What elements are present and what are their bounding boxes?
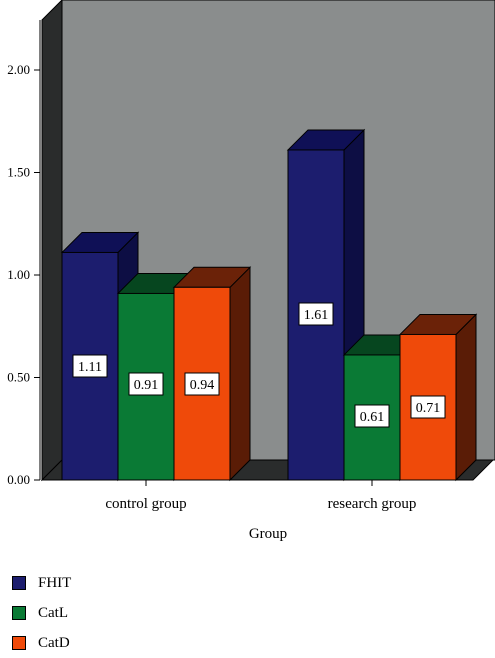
legend-swatch	[12, 576, 26, 590]
x-axis-title: Group	[249, 526, 287, 542]
y-tick-label: 2.00	[7, 62, 30, 77]
data-label: 1.61	[304, 308, 329, 323]
left-wall	[41, 0, 63, 482]
legend-swatch	[12, 606, 26, 620]
bar-side	[455, 313, 477, 482]
data-label-box	[128, 372, 164, 396]
y-tick-label: 1.00	[7, 267, 30, 282]
bar-catd-research: 0.71	[398, 313, 478, 482]
data-label: 1.11	[78, 360, 102, 375]
x-category-label: research group	[328, 496, 417, 512]
legend-item-catl: CatL	[12, 598, 71, 628]
data-label: 0.91	[134, 378, 159, 393]
data-label-box	[354, 404, 390, 428]
legend-item-fhit: FHIT	[12, 568, 71, 598]
legend-item-catd: CatD	[12, 628, 71, 658]
data-label: 0.61	[360, 410, 385, 425]
data-label-box	[184, 372, 220, 396]
bar-front	[117, 292, 175, 481]
data-label: 0.94	[190, 378, 215, 393]
data-label-box	[72, 354, 108, 378]
x-category-label: control group	[105, 496, 186, 512]
y-tick-label: 1.50	[7, 165, 30, 180]
bar-catd-control: 0.94	[172, 266, 252, 482]
y-tick-label: 0.00	[7, 472, 30, 487]
y-tick-label: 0.50	[7, 370, 30, 385]
data-label-box	[298, 302, 334, 326]
legend-label: CatD	[38, 634, 70, 651]
data-label: 0.71	[416, 401, 441, 416]
legend-label: FHIT	[38, 574, 72, 591]
bar-side	[229, 266, 251, 482]
data-label-box	[410, 395, 446, 419]
legend: FHIT CatL CatD	[12, 568, 71, 658]
legend-label: CatL	[38, 604, 68, 621]
bar-chart: 0.00 0.50 1.00 1.50 2.00 1.11 0.91 0.94 1.61 0.6…	[7, 0, 495, 542]
